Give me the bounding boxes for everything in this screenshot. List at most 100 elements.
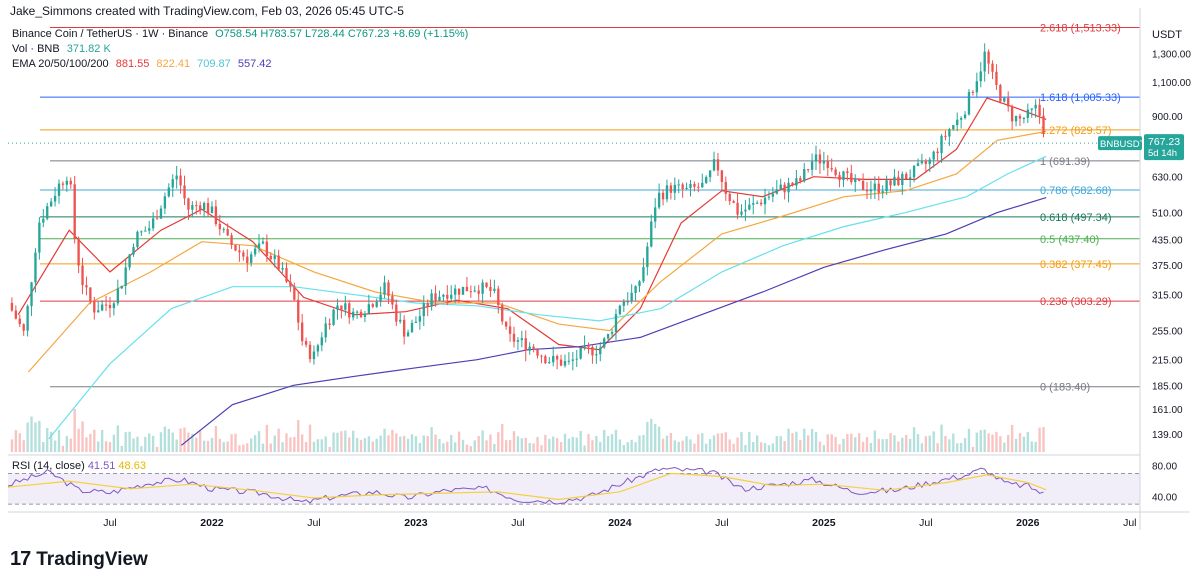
candle-body bbox=[508, 326, 512, 334]
candle-body bbox=[920, 161, 924, 164]
candle-body bbox=[744, 209, 747, 212]
volume-bar bbox=[959, 442, 963, 452]
volume-bar bbox=[504, 440, 508, 452]
ema-line-ema50 bbox=[27, 130, 1047, 373]
volume-bar bbox=[493, 443, 496, 452]
volume-bar bbox=[199, 431, 202, 452]
volume-bar bbox=[861, 441, 865, 452]
candle-body bbox=[755, 202, 759, 204]
volume-bar bbox=[508, 439, 512, 452]
candle-body bbox=[618, 305, 622, 315]
volume-bar bbox=[889, 433, 892, 452]
candle-body bbox=[375, 301, 378, 307]
candle-body bbox=[673, 184, 676, 193]
candle-body bbox=[712, 159, 716, 171]
volume-bar bbox=[301, 434, 304, 452]
candle-body bbox=[697, 186, 700, 188]
candle-body bbox=[489, 287, 492, 291]
volume-bar bbox=[544, 434, 547, 452]
candle-body bbox=[634, 286, 637, 293]
candle-body bbox=[555, 356, 559, 360]
candle-body bbox=[681, 184, 684, 190]
volume-bar bbox=[473, 440, 476, 452]
candle-body bbox=[418, 316, 422, 322]
candle-body bbox=[912, 165, 916, 178]
volume-bar bbox=[877, 438, 880, 452]
candle-body bbox=[453, 288, 457, 295]
volume-bar bbox=[610, 434, 614, 452]
candle-body bbox=[218, 223, 221, 230]
legend-ema-label[interactable]: EMA 20/50/100/200 bbox=[12, 58, 109, 70]
volume-bar bbox=[971, 446, 975, 452]
candle-body bbox=[159, 208, 163, 219]
volume-bar bbox=[603, 430, 606, 452]
ema-line-ema100 bbox=[48, 155, 1047, 440]
rsi-axis-tick: 80.00 bbox=[1152, 462, 1177, 473]
candle-body bbox=[120, 285, 123, 289]
legend-volume-label[interactable]: Vol · BNB bbox=[12, 43, 60, 55]
price-axis-tick: 510.00 bbox=[1152, 209, 1183, 220]
legend-ema200-value: 557.42 bbox=[237, 58, 272, 70]
candle-body bbox=[206, 203, 210, 214]
volume-bar bbox=[940, 424, 943, 452]
legend-ema20-value: 881.55 bbox=[115, 58, 150, 70]
candle-body bbox=[151, 218, 155, 229]
volume-bar bbox=[281, 442, 284, 452]
volume-bar bbox=[814, 432, 818, 452]
tradingview-logo[interactable]: 17 TradingView bbox=[10, 548, 148, 571]
candle-body bbox=[857, 178, 861, 181]
candle-body bbox=[677, 184, 680, 186]
volume-bar bbox=[218, 438, 221, 452]
volume-bar bbox=[775, 436, 778, 452]
volume-bar bbox=[453, 442, 457, 452]
candle-body bbox=[995, 71, 998, 86]
candle-body bbox=[10, 302, 14, 311]
volume-bar bbox=[85, 437, 88, 452]
candle-body bbox=[301, 322, 304, 342]
candle-body bbox=[791, 182, 794, 186]
candle-body bbox=[473, 290, 476, 292]
candle-body bbox=[191, 205, 194, 210]
volume-bar bbox=[269, 443, 272, 452]
candle-body bbox=[865, 189, 869, 192]
volume-bar bbox=[803, 428, 806, 452]
fib-level-label: 0.236 (303.29) bbox=[1040, 296, 1112, 308]
volume-bar bbox=[371, 441, 374, 452]
candle-body bbox=[908, 177, 912, 180]
candle-body bbox=[771, 193, 775, 197]
rsi-pane: 80.00 40.00 RSI (14, close) 41.51 48.63 bbox=[7, 460, 1177, 505]
time-axis-tick: 2023 bbox=[404, 517, 428, 529]
volume-bar bbox=[442, 443, 445, 452]
candle-body bbox=[438, 296, 441, 301]
candle-body bbox=[57, 183, 61, 196]
volume-bar bbox=[532, 443, 535, 452]
volume-bar bbox=[606, 436, 610, 452]
candle-body bbox=[512, 333, 516, 342]
candle-body bbox=[65, 180, 69, 185]
last-price-badge bbox=[1144, 134, 1184, 161]
volume-bar bbox=[669, 432, 673, 452]
time-axis-tick: Jul bbox=[1123, 517, 1136, 529]
candle-body bbox=[108, 304, 112, 309]
legend-symbol[interactable]: Binance Coin / TetherUS · 1W · Binance bbox=[12, 28, 209, 40]
candle-body bbox=[646, 246, 649, 268]
candle-body bbox=[787, 182, 790, 193]
rsi-legend-label[interactable]: RSI (14, close) bbox=[12, 460, 88, 472]
candle-body bbox=[893, 176, 896, 186]
candle-body bbox=[93, 300, 96, 313]
last-price-symbol-badge bbox=[1098, 136, 1142, 151]
fib-level-label: 1.618 (1,005.33) bbox=[1040, 92, 1121, 104]
volume-bar bbox=[991, 434, 994, 452]
volume-bar bbox=[979, 430, 982, 452]
volume-bar bbox=[18, 433, 21, 452]
candle-body bbox=[897, 176, 900, 186]
volume-bar bbox=[34, 422, 37, 452]
candle-body bbox=[277, 255, 280, 270]
candle-body bbox=[49, 201, 53, 207]
legend-ohlc: O758.54 H783.57 L728.44 C767.23 +8.69 (+… bbox=[215, 28, 469, 40]
candle-body bbox=[928, 159, 931, 164]
candle-body bbox=[30, 282, 33, 307]
candle-body bbox=[854, 178, 857, 183]
candle-body bbox=[846, 171, 849, 174]
